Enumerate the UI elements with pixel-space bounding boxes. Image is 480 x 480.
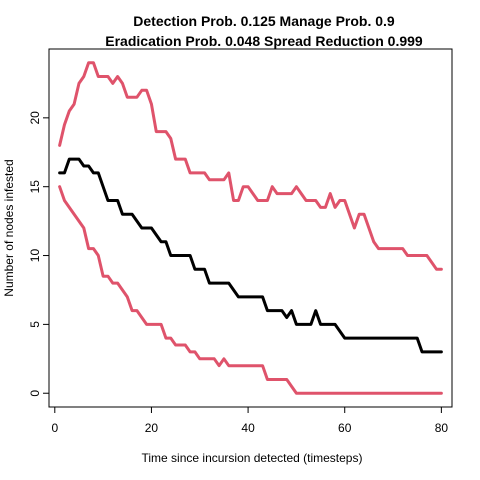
x-tick-label: 80 [435,421,449,435]
chart-title-line2: Eradication Prob. 0.048 Spread Reduction… [105,33,423,49]
x-tick-label: 0 [51,421,58,435]
series-line-median [58,157,443,354]
y-tick-label: 15 [28,180,42,194]
x-tick-label: 20 [145,421,159,435]
x-tick-label: 60 [338,421,352,435]
x-axis-label: Time since incursion detected (timesteps… [142,451,363,465]
series-line-lower [58,185,443,395]
series-layer [58,61,443,395]
chart-title-line1: Detection Prob. 0.125 Manage Prob. 0.9 [133,13,395,29]
y-tick-label: 5 [28,321,42,328]
y-tick-label: 10 [28,249,42,263]
x-axis: 0 20 40 60 80 [51,406,449,435]
y-axis: 0 5 10 15 20 [28,111,50,397]
series-line-upper [58,61,443,271]
x-tick-label: 40 [241,421,255,435]
y-tick-label: 20 [28,111,42,125]
plot-frame [48,48,453,408]
y-tick-label: 0 [28,390,42,397]
y-axis-label: Number of nodes infested [2,159,16,296]
